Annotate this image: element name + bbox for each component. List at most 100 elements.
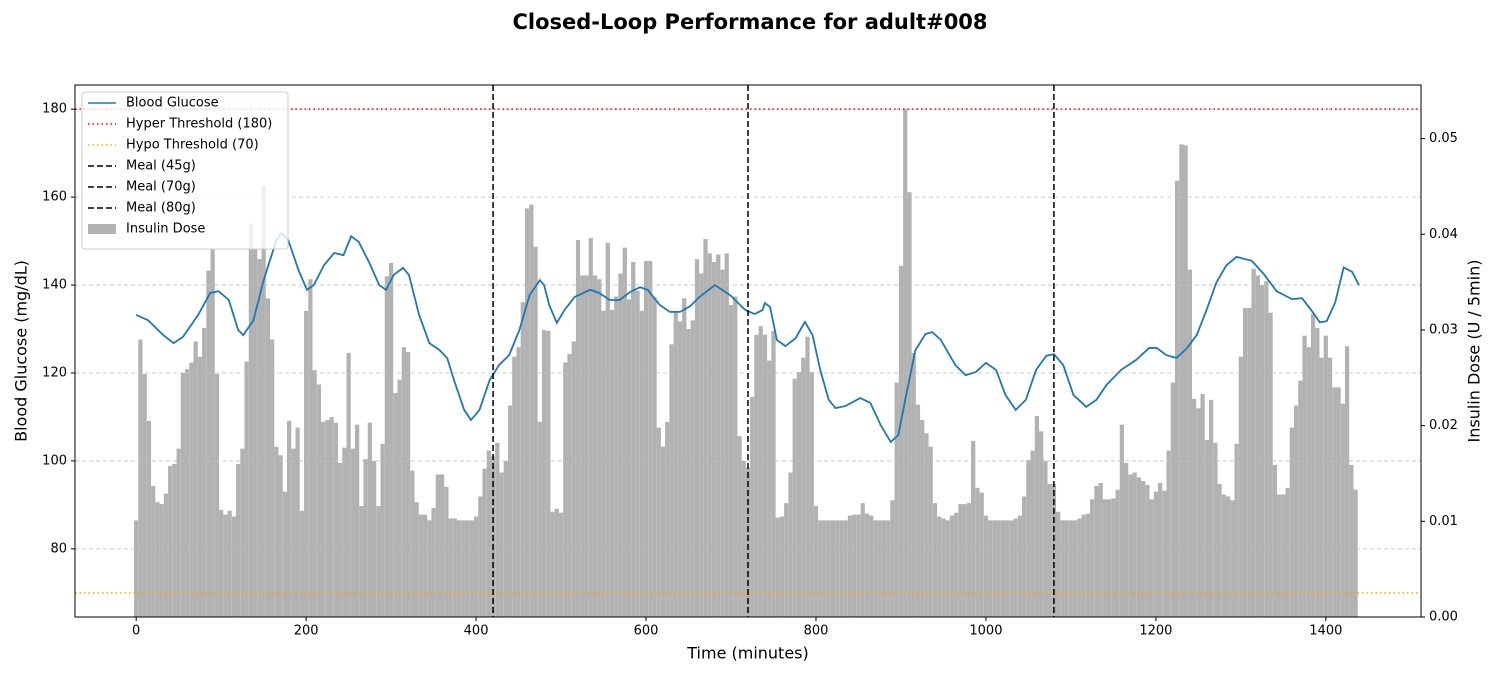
insulin-bar — [524, 208, 530, 617]
insulin-bar — [1200, 394, 1205, 617]
y2-axis-label: Insulin Dose (U / 5min) — [1465, 260, 1484, 443]
insulin-bar — [1166, 450, 1171, 617]
insulin-bar — [439, 474, 445, 617]
insulin-bar — [422, 514, 428, 617]
insulin-bar — [626, 299, 632, 617]
insulin-bar — [792, 378, 797, 617]
insulin-bar — [431, 507, 436, 617]
legend-label: Hypo Threshold (70) — [126, 138, 259, 153]
insulin-bar — [469, 520, 474, 617]
insulin-bar — [1107, 499, 1112, 617]
insulin-bar — [571, 341, 576, 617]
insulin-bar — [784, 503, 789, 617]
insulin-bar — [274, 446, 279, 617]
insulin-bar — [1340, 403, 1345, 617]
insulin-bar — [1191, 398, 1197, 617]
insulin-bar — [541, 329, 547, 617]
insulin-bar — [852, 514, 857, 617]
insulin-bar — [371, 461, 377, 617]
insulin-bar — [775, 517, 780, 617]
y2-tick-label: 0.01 — [1429, 514, 1458, 529]
insulin-bar — [979, 492, 984, 617]
plot-frame — [74, 84, 1422, 618]
insulin-bar — [805, 336, 810, 617]
insulin-bar — [1111, 498, 1116, 617]
insulin-bar — [737, 436, 742, 617]
insulin-bar — [656, 427, 661, 617]
insulin-bar — [1289, 427, 1294, 617]
insulin-bar — [380, 443, 385, 617]
insulin-bar — [597, 279, 602, 617]
glucose-line — [135, 231, 1360, 444]
insulin-bar — [1327, 357, 1333, 617]
insulin-bar — [1234, 443, 1239, 617]
insulin-bar — [1179, 144, 1184, 617]
insulin-bar — [473, 516, 479, 617]
insulin-bar — [563, 362, 568, 617]
insulin-bar — [877, 520, 882, 617]
insulin-bar — [261, 185, 266, 617]
x-tick-label: 1000 — [969, 624, 1002, 639]
insulin-bar — [1030, 450, 1035, 617]
insulin-bar — [282, 491, 288, 617]
insulin-bar — [478, 496, 483, 617]
insulin-bar — [193, 341, 198, 617]
insulin-bar — [826, 520, 831, 617]
insulin-bar — [427, 520, 432, 617]
insulin-bar — [465, 520, 470, 617]
insulin-bar — [924, 433, 929, 617]
insulin-bar — [1022, 496, 1027, 617]
insulin-bar — [325, 419, 330, 617]
insulin-bar — [1153, 491, 1159, 617]
legend-label: Meal (80g) — [126, 201, 196, 216]
insulin-bar — [227, 510, 232, 617]
insulin-bar — [244, 361, 249, 617]
y-tick-label: 100 — [42, 453, 67, 468]
insulin-bar — [971, 440, 976, 617]
insulin-bar — [512, 356, 517, 617]
insulin-bar — [1043, 461, 1048, 617]
x-tick-label: 400 — [464, 624, 489, 639]
insulin-bar — [822, 520, 827, 617]
insulin-bar — [1259, 284, 1265, 617]
insulin-bar — [686, 328, 691, 617]
insulin-bar — [435, 474, 440, 617]
insulin-bar — [983, 515, 989, 617]
insulin-bar — [1196, 408, 1201, 617]
insulin-bar — [1026, 460, 1031, 617]
insulin-bar — [966, 503, 972, 617]
insulin-bar — [1204, 439, 1209, 617]
insulin-bar — [180, 373, 186, 617]
legend-label: Insulin Dose — [126, 222, 205, 237]
insulin-bar — [316, 384, 322, 617]
insulin-bar — [962, 504, 967, 617]
insulin-bar — [142, 373, 147, 617]
insulin-bar — [1174, 180, 1180, 617]
insulin-bar — [516, 347, 521, 617]
insulin-bar — [1238, 356, 1243, 617]
insulin-bar — [299, 510, 305, 617]
insulin-bar — [231, 516, 237, 617]
insulin-bar — [1319, 357, 1324, 617]
insulin-bar — [869, 515, 874, 617]
insulin-bar — [253, 248, 258, 617]
insulin-bar — [843, 520, 848, 617]
insulin-bar — [304, 310, 309, 617]
insulin-bar — [1332, 387, 1337, 617]
insulin-bar — [996, 520, 1001, 617]
y-axis-label: Blood Glucose (mg/dL) — [12, 260, 31, 442]
insulin-bar — [1132, 472, 1137, 617]
insulin-bar — [1225, 496, 1231, 617]
insulin-bar — [1323, 335, 1328, 617]
x-tick-label: 800 — [804, 624, 829, 639]
insulin-bar — [1013, 518, 1018, 617]
insulin-bar — [1221, 494, 1226, 617]
x-tick-label: 1200 — [1139, 624, 1172, 639]
insulin-bar — [1094, 485, 1099, 617]
insulin-bar — [894, 382, 899, 617]
insulin-bar — [584, 275, 589, 617]
insulin-bar — [495, 442, 500, 617]
insulin-bar — [673, 310, 678, 617]
insulin-bar — [1336, 387, 1341, 617]
insulin-bar — [291, 448, 296, 617]
